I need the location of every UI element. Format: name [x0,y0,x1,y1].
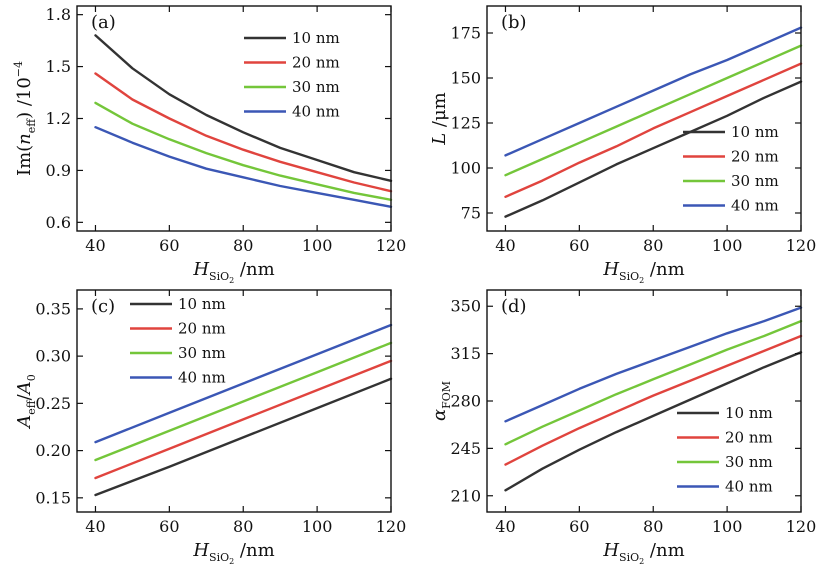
x-axis-label: HSiO2 /nm [602,259,684,285]
x-tick-label: 120 [786,517,816,536]
y-tick-label: 1.5 [46,57,71,76]
series-line-10-nm [504,80,803,218]
x-tick-label: 100 [302,517,333,536]
y-tick-label: 0.25 [35,394,71,413]
y-axis-label: L /μm [429,92,450,146]
x-tick-label: 100 [302,236,333,255]
y-tick-label: 1.8 [46,5,71,24]
series-line-40-nm [94,323,393,444]
panel-c: 40 60 80 100 120 0.15 0.20 0.25 0.30 0.35 (c) HSiO2… [14,289,407,566]
x-axis-label: HSiO2 /nm [192,540,274,566]
panel-label: (a) [91,12,116,33]
panel-a: 40 60 80 100 120 0.6 0.9 1.2 1.5 1.8 (a) HSiO2 /nm I… [12,5,406,285]
y-tick-label: 0.30 [35,347,71,366]
x-tick-label: 40 [495,517,515,536]
series-line-20-nm [504,62,803,199]
legend-label: 10 nm [178,295,226,313]
y-tick-label: 100 [450,159,481,178]
x-tick-label: 100 [712,517,743,536]
x-tick-label: 60 [569,517,589,536]
y-tick-label: 280 [450,392,481,411]
x-tick-label: 120 [376,517,407,536]
x-tick-label: 60 [159,517,179,536]
y-axis-label: αFOM [429,381,453,421]
legend-label: 40 nm [178,369,226,387]
x-axis-label: HSiO2 /nm [602,540,684,566]
legend-label: 10 nm [725,404,773,422]
legend-label: 20 nm [178,320,226,338]
x-tick-label: 100 [712,236,743,255]
y-tick-label: 245 [450,439,481,458]
panel-label: (b) [501,12,527,33]
legend-label: 20 nm [292,54,340,72]
y-tick-label: 0.9 [46,161,71,180]
legend-label: 30 nm [725,453,773,471]
series-line-20-nm [504,334,803,466]
series-line-30-nm [504,319,803,446]
legend-label: 40 nm [292,103,340,121]
y-tick-label: 125 [450,114,481,133]
y-axis-label: Im(neff) /10−4 [12,61,38,176]
legend-label: 30 nm [178,344,226,362]
series-line-40-nm [504,306,803,423]
legend-label: 30 nm [292,78,340,96]
y-tick-label: 315 [450,344,481,363]
y-axis-label: Aeff/A0 [14,374,38,429]
legend-label: 20 nm [725,429,773,447]
series-line-20-nm [94,359,393,480]
series-line-30-nm [504,44,803,177]
x-tick-label: 80 [233,517,253,536]
panel-label: (c) [91,296,115,317]
y-tick-label: 0.15 [35,488,71,507]
panel-d: 40 60 80 100 120 210 245 280 315 350 (d) HSiO2 /nm α… [429,289,816,566]
plot-frame [486,5,802,232]
series-line-20-nm [94,72,393,193]
panel-b: 40 60 80 100 120 75 100 125 150 175 (b) HSiO2 /nm L … [429,5,816,285]
legend-label: 20 nm [731,148,779,166]
legend-label: 40 nm [731,197,779,215]
y-tick-label: 210 [450,486,481,505]
y-tick-label: 175 [450,24,481,43]
x-tick-label: 120 [376,236,407,255]
x-tick-label: 40 [85,236,105,255]
x-tick-label: 60 [159,236,179,255]
x-tick-label: 120 [786,236,816,255]
series-line-10-nm [94,377,393,497]
y-tick-label: 150 [450,69,481,88]
x-tick-label: 40 [85,517,105,536]
series-line-40-nm [504,26,803,157]
panel-label: (d) [501,296,527,317]
legend-label: 40 nm [725,478,773,496]
y-tick-label: 1.2 [46,109,71,128]
series-line-10-nm [94,34,393,183]
series-line-30-nm [94,101,393,202]
x-tick-label: 80 [233,236,253,255]
x-tick-label: 80 [643,236,663,255]
plot-frame [76,289,392,513]
series-line-30-nm [94,341,393,462]
series-line-10-nm [504,351,803,492]
y-tick-label: 0.20 [35,441,71,460]
series-line-40-nm [94,125,393,209]
y-tick-label: 0.6 [46,213,71,232]
legend-label: 30 nm [731,172,779,190]
x-tick-label: 80 [643,517,663,536]
legend-label: 10 nm [731,123,779,141]
y-tick-label: 75 [461,204,481,223]
x-axis-label: HSiO2 /nm [192,259,274,285]
x-tick-label: 40 [495,236,515,255]
x-tick-label: 60 [569,236,589,255]
y-tick-label: 350 [450,297,481,316]
y-tick-label: 0.35 [35,299,71,318]
legend-label: 10 nm [292,29,340,47]
